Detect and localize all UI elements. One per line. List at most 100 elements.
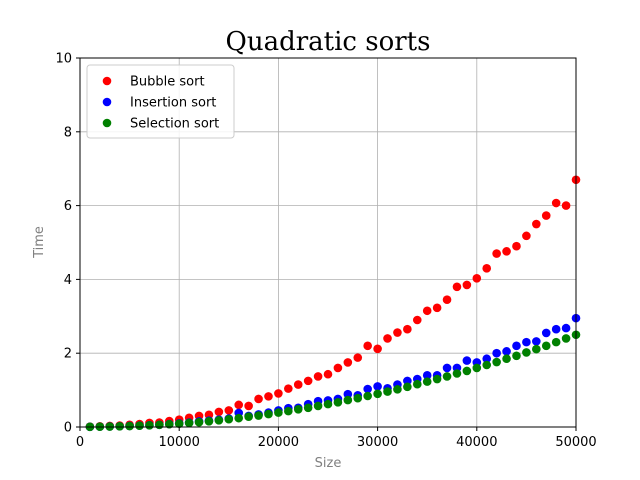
data-point: [472, 363, 482, 373]
chart-title: Quadratic sorts: [226, 27, 431, 57]
x-tick-label: 30000: [357, 435, 398, 450]
data-point: [492, 357, 501, 367]
data-point: [214, 416, 224, 425]
data-point: [293, 380, 303, 389]
data-point: [353, 353, 363, 362]
data-point: [512, 351, 521, 361]
data-point: [383, 387, 392, 396]
data-point: [412, 315, 422, 325]
data-point: [422, 371, 432, 380]
legend-label: Bubble sort: [130, 75, 205, 90]
data-point: [532, 337, 541, 346]
data-point: [214, 407, 224, 417]
data-point: [264, 409, 273, 419]
ticks-layer: 0 10000 20000 30000 40000 50000 0 2 4 6 8 10: [55, 52, 596, 451]
data-point: [284, 406, 293, 416]
data-point: [561, 334, 571, 343]
data-point: [363, 391, 372, 401]
data-point: [541, 328, 551, 338]
x-tick-label: 50000: [555, 435, 596, 450]
data-point: [234, 413, 244, 423]
data-point: [274, 408, 283, 417]
data-point: [551, 324, 561, 334]
y-tick-label: 6: [64, 199, 72, 214]
data-point: [502, 247, 511, 256]
data-point: [135, 421, 144, 431]
data-point: [551, 337, 561, 347]
x-axis-label: Size: [315, 456, 342, 471]
data-point: [145, 421, 154, 430]
data-point: [373, 389, 382, 399]
data-point: [323, 369, 333, 379]
data-point: [155, 420, 164, 430]
data-point: [482, 360, 492, 370]
legend-marker: [102, 118, 112, 128]
data-point: [363, 341, 372, 351]
data-point: [264, 392, 273, 401]
data-point: [502, 347, 511, 356]
series-2: [85, 330, 581, 432]
y-tick-label: 4: [64, 273, 72, 288]
data-point: [442, 363, 452, 373]
data-point: [164, 419, 174, 429]
plot-frame: [79, 57, 577, 428]
data-point: [234, 400, 244, 410]
data-point: [482, 264, 492, 273]
data-point: [125, 421, 134, 431]
x-tick-label: 0: [76, 435, 84, 450]
data-point: [422, 306, 432, 316]
x-tick-label: 10000: [159, 435, 200, 450]
data-point: [254, 411, 263, 420]
data-point: [482, 354, 492, 364]
data-point: [204, 416, 214, 426]
legend-frame: [86, 64, 235, 139]
series-1: [85, 313, 581, 432]
y-tick-label: 10: [55, 52, 72, 67]
data-point: [452, 369, 462, 378]
data-point: [393, 385, 402, 394]
data-point: [442, 295, 452, 304]
data-point: [313, 401, 323, 411]
data-point: [115, 422, 124, 431]
legend-marker: [102, 97, 112, 107]
data-point: [244, 412, 253, 421]
data-point: [303, 376, 313, 386]
data-point: [502, 354, 511, 364]
data-point: [512, 341, 521, 351]
data-point: [412, 379, 422, 389]
legend-label: Selection sort: [130, 117, 219, 132]
data-point: [432, 303, 442, 313]
data-point: [244, 401, 253, 411]
y-tick-label: 0: [64, 421, 72, 436]
data-point: [343, 389, 353, 399]
data-point: [383, 334, 392, 343]
x-tick-label: 20000: [258, 435, 299, 450]
data-point: [323, 399, 333, 409]
data-point: [333, 363, 343, 373]
y-tick-label: 8: [64, 125, 72, 140]
data-point: [353, 393, 363, 403]
data-point: [561, 323, 571, 333]
data-point: [561, 201, 571, 210]
data-point: [393, 328, 402, 337]
data-point: [343, 358, 353, 367]
data-point: [333, 397, 343, 407]
data-point: [462, 356, 472, 365]
data-point: [532, 219, 541, 229]
data-point: [373, 382, 382, 391]
data-point: [284, 384, 293, 393]
data-point: [224, 406, 234, 415]
data-point: [462, 280, 472, 290]
data-point: [343, 395, 353, 405]
points-layer: [85, 175, 581, 432]
data-point: [363, 384, 372, 394]
data-point: [522, 337, 531, 347]
data-point: [403, 376, 412, 386]
legend-marker: [102, 76, 112, 86]
data-point: [492, 249, 501, 258]
data-point: [512, 241, 521, 251]
legend: Bubble sort Insertion sort Selection sort: [86, 64, 235, 139]
data-point: [541, 211, 551, 220]
data-point: [551, 198, 561, 208]
